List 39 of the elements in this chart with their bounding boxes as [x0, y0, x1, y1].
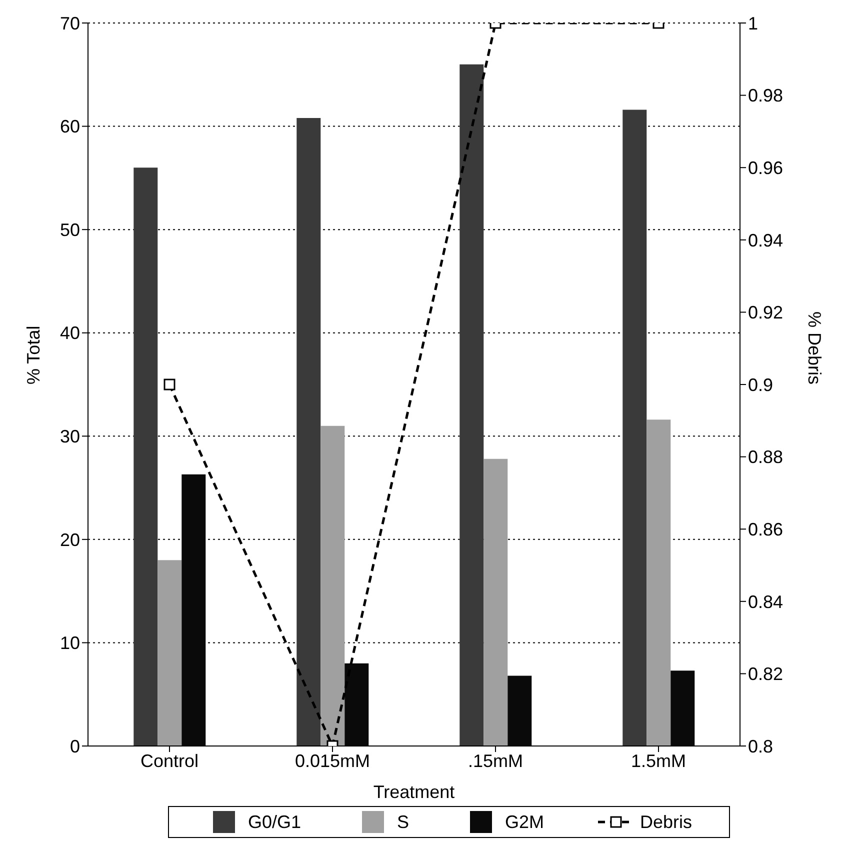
- bar: [460, 64, 484, 746]
- bar: [320, 426, 345, 746]
- x-tick-label: 1.5mM: [630, 750, 686, 771]
- y-tick-label: 0: [70, 736, 80, 756]
- bar: [622, 110, 647, 746]
- y2-tick-label: 0.82: [748, 664, 784, 684]
- x-tick-label: Control: [140, 750, 199, 771]
- y2-tick-label: 0.96: [748, 158, 784, 178]
- y2-tick-label: 0.86: [748, 519, 784, 540]
- legend-label: G2M: [504, 812, 544, 832]
- y2-axis-title: % Debris: [804, 311, 825, 384]
- bar: [296, 118, 321, 746]
- y-tick-label: 50: [60, 220, 80, 240]
- bar: [158, 560, 182, 746]
- legend-label: Debris: [640, 812, 692, 832]
- y-tick-label: 20: [60, 530, 80, 550]
- bar: [484, 458, 508, 746]
- y2-tick-label: 1: [748, 13, 758, 34]
- point: [164, 378, 176, 390]
- legend-label: G0/G1: [248, 812, 302, 832]
- x-axis-title: Treatment: [373, 782, 455, 802]
- bar: [646, 420, 671, 746]
- y2-tick-label: 0.88: [748, 447, 784, 468]
- y2-tick-label: 0.84: [748, 592, 784, 612]
- y-tick-label: 10: [60, 633, 80, 654]
- y2-tick-label: 0.94: [748, 230, 784, 250]
- y2-tick-label: 0.98: [748, 86, 784, 106]
- y-tick-label: 30: [60, 426, 80, 447]
- y2-tick-label: 0.8: [748, 736, 774, 756]
- x-tick-label: 0.015mM: [294, 750, 370, 771]
- y-tick-label: 70: [60, 13, 80, 34]
- x-tick-label: .15mM: [468, 750, 524, 771]
- legend-label: S: [396, 812, 409, 832]
- y2-tick-label: 0.92: [748, 302, 784, 323]
- y-tick-label: 40: [60, 323, 80, 344]
- bar: [134, 168, 158, 746]
- y-axis-title: % Total: [23, 326, 44, 384]
- y2-tick-label: 0.9: [748, 374, 774, 395]
- y-tick-label: 60: [60, 116, 80, 137]
